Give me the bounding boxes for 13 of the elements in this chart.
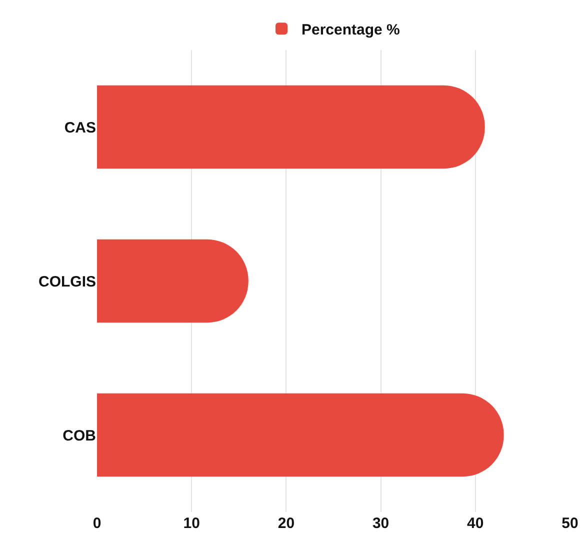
y-tick-label: COB bbox=[62, 427, 96, 444]
y-tick-label: COLGIS bbox=[38, 273, 96, 290]
x-tick-label: 50 bbox=[562, 515, 578, 532]
x-tick-label: 40 bbox=[467, 515, 484, 532]
x-tick-label: 10 bbox=[183, 515, 200, 532]
legend-label: Percentage % bbox=[302, 21, 400, 38]
x-tick-label: 30 bbox=[372, 515, 390, 532]
bar bbox=[97, 85, 485, 169]
x-tick-label: 0 bbox=[92, 515, 102, 532]
bar bbox=[97, 393, 504, 477]
x-tick-label: 20 bbox=[278, 515, 295, 532]
y-tick-label: CAS bbox=[64, 119, 96, 136]
bar bbox=[97, 239, 248, 323]
